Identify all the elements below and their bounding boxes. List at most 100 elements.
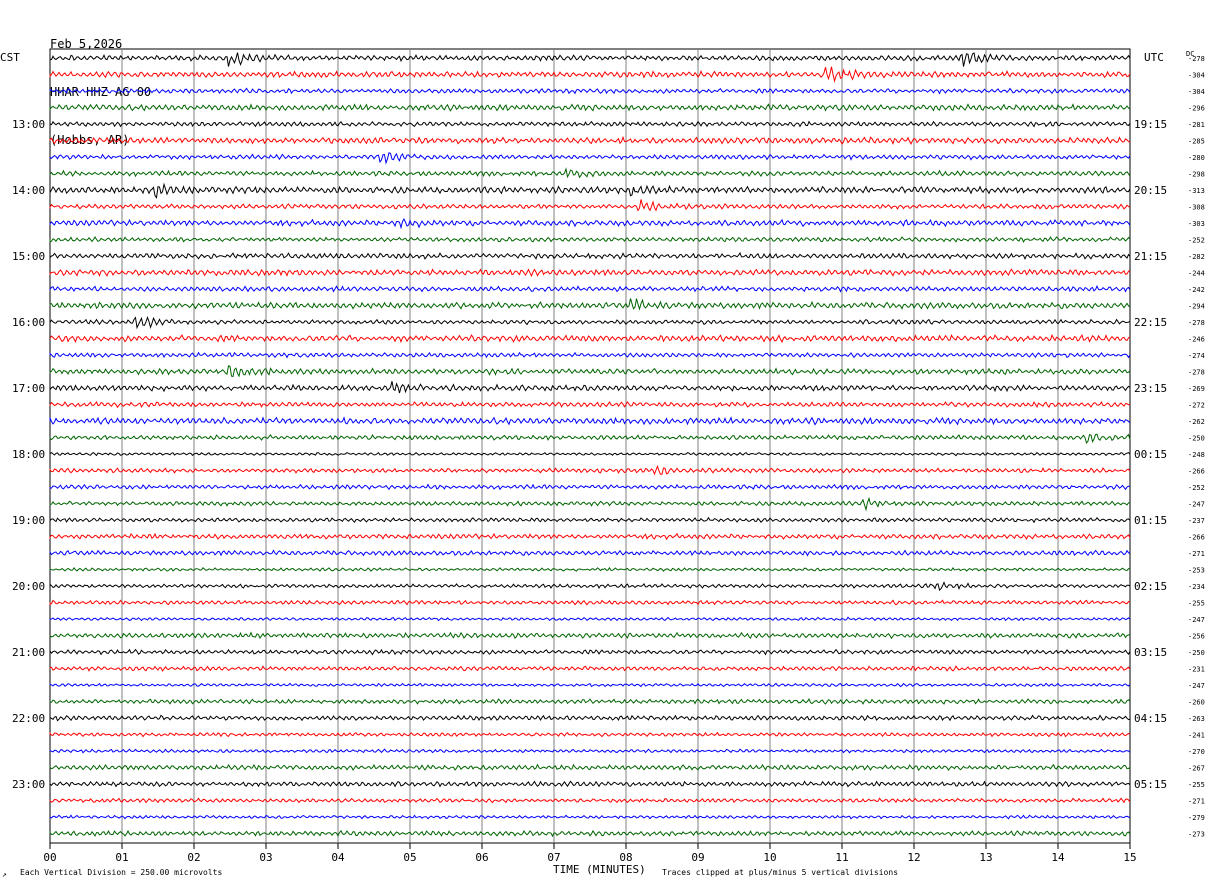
dc-offset-label: -282 [1188,253,1205,261]
trace-line [49,532,1131,541]
x-tick-label: 04 [331,851,345,864]
footer-clip-note: Traces clipped at plus/minus 5 vertical … [662,868,898,877]
trace-line [49,351,1131,359]
trace-line [49,731,1131,738]
axis-labels: 00 01 02 03 04 05 06 07 08 09 10 11 12 13 14 15 -278 -304… [12,55,1205,864]
dc-offset-label: -246 [1188,336,1205,344]
trace-line [49,496,1131,512]
dc-offset-label: -242 [1188,286,1205,294]
cst-hour-label: 14:00 [12,184,45,197]
x-tick-label: 12 [907,851,920,864]
dc-offset-label: -252 [1188,237,1205,245]
trace-line [49,549,1131,557]
trace-line [49,665,1131,672]
utc-hour-label: 04:15 [1134,712,1167,725]
dc-offset-label: -278 [1188,369,1205,377]
trace-line [49,52,1131,67]
dc-offset-label: -256 [1188,633,1205,641]
trace-line [49,599,1131,606]
trace-line [49,120,1131,128]
utc-hour-label: 19:15 [1134,118,1167,131]
trace-line [49,167,1131,179]
trace-line [49,103,1131,112]
cst-hour-label: 23:00 [12,778,45,791]
dc-offset-label: -253 [1188,567,1205,575]
utc-hour-label: 00:15 [1134,448,1167,461]
dc-offset-label: -237 [1188,517,1205,525]
dc-offset-label: -304 [1188,88,1205,96]
trace-line [49,400,1131,409]
trace-line [49,780,1131,788]
trace-line [49,682,1131,688]
dc-offset-label: -296 [1188,105,1205,113]
dc-header: DC [1186,50,1194,58]
trace-line [49,616,1131,622]
cst-hour-label: 22:00 [12,712,45,725]
trace-line [49,451,1131,457]
x-tick-label: 09 [691,851,704,864]
dc-offset-label: -304 [1188,72,1205,80]
x-tick-label: 13 [979,851,992,864]
dc-offset-label: -308 [1188,204,1205,212]
dc-offset-label: -271 [1188,550,1205,558]
trace-line [49,268,1131,278]
utc-hour-label: 05:15 [1134,778,1167,791]
utc-hour-label: 01:15 [1134,514,1167,527]
cst-hour-label: 17:00 [12,382,45,395]
seismic-traces [49,52,1131,838]
dc-offset-label: -270 [1188,748,1205,756]
dc-offset-label: -267 [1188,765,1205,773]
right-timezone-label: UTC [1144,51,1164,64]
record-date: Feb 5,2026 [50,37,123,51]
x-tick-label: 03 [259,851,272,864]
trace-line [49,416,1131,426]
trace-line [49,251,1131,261]
dc-offset-label: -244 [1188,270,1205,278]
dc-offset-label: -250 [1188,435,1205,443]
dc-offset-label: -241 [1188,732,1205,740]
trace-line [49,483,1131,491]
utc-hour-label: 02:15 [1134,580,1167,593]
left-timezone-label: CST [0,51,20,64]
trace-line [49,316,1131,330]
grid-lines [49,48,1131,849]
trace-line [49,298,1131,311]
trace-line [49,285,1131,293]
x-tick-label: 08 [619,851,632,864]
trace-line [49,135,1131,146]
trace-line [49,182,1131,199]
dc-offset-label: -255 [1188,600,1205,608]
dc-offset-label: -273 [1188,831,1205,839]
dc-offset-label: -260 [1188,699,1205,707]
trace-line [49,516,1131,524]
x-tick-label: 11 [835,851,848,864]
x-tick-label: 06 [475,851,488,864]
plot-frame [49,48,1131,844]
trace-line [49,87,1131,95]
dc-offset-label: -266 [1188,468,1205,476]
dc-offset-label: -247 [1188,616,1205,624]
dc-offset-label: -247 [1188,682,1205,690]
footer-scale-note: Each Vertical Division = 250.00 microvol… [20,868,222,877]
x-tick-label: 07 [547,851,560,864]
dc-offset-label: -266 [1188,534,1205,542]
dc-offset-label: -271 [1188,798,1205,806]
utc-hour-label: 23:15 [1134,382,1167,395]
trace-line [49,218,1131,230]
dc-offset-label: -274 [1188,352,1205,360]
cst-hour-label: 20:00 [12,580,45,593]
dc-offset-label: -250 [1188,649,1205,657]
trace-line [49,763,1131,772]
dc-offset-label: -234 [1188,583,1205,591]
dc-offset-label: -280 [1188,154,1205,162]
dc-offset-label: -279 [1188,814,1205,822]
dc-offset-label: -269 [1188,385,1205,393]
x-tick-label: 14 [1051,851,1065,864]
cst-hour-label: 16:00 [12,316,45,329]
dc-offset-label: -255 [1188,781,1205,789]
cst-hour-label: 19:00 [12,514,45,527]
trace-line [49,748,1131,754]
trace-line [49,381,1131,394]
dc-offset-label: -231 [1188,666,1205,674]
